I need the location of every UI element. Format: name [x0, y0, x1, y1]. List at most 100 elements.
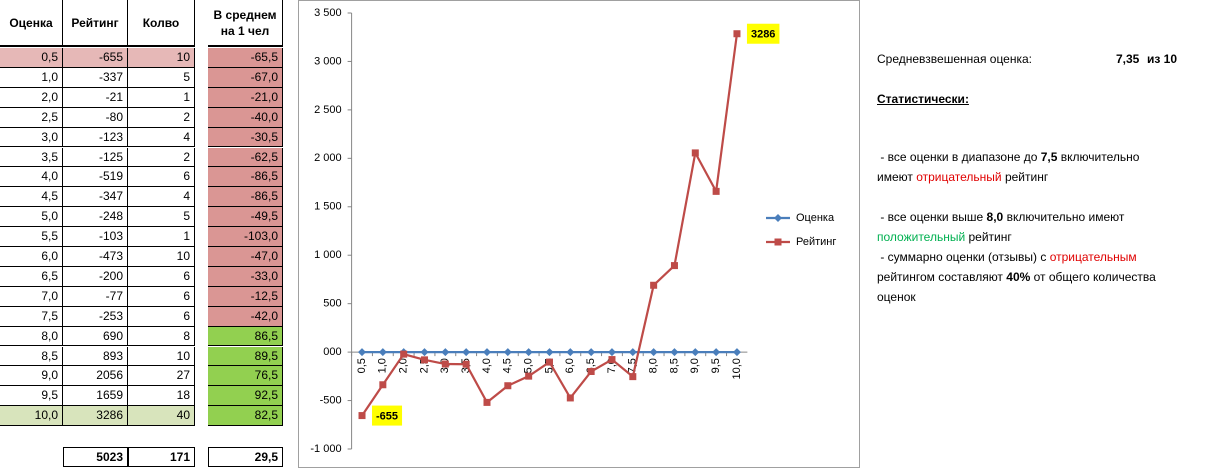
x-tick-label: 4,5	[502, 358, 514, 373]
data-label: 3286	[746, 23, 780, 44]
table-cell: 1,0	[0, 67, 63, 88]
table-cell: 6,5	[0, 266, 63, 287]
text: 8,0	[986, 210, 1004, 224]
legend-marker	[774, 214, 782, 222]
point	[649, 348, 658, 357]
y-tick-label: 2 500	[314, 104, 342, 116]
table-cell: 10,0	[0, 406, 63, 427]
table-cell: -33,0	[208, 266, 283, 287]
point	[545, 348, 554, 357]
table-cell: -519	[63, 167, 128, 188]
table-cell: -473	[63, 247, 128, 267]
data-label-text: -655	[376, 410, 398, 422]
table-cell: 2	[128, 147, 195, 168]
point	[691, 348, 700, 357]
table-cell: 5,5	[0, 227, 63, 247]
y-tick-label: 000	[323, 346, 341, 358]
table-cell: 4,0	[0, 167, 63, 188]
x-tick-label: 9,5	[710, 358, 722, 373]
point	[650, 281, 658, 289]
table-cell: -47,0	[208, 247, 283, 267]
y-tick-label: 1 500	[314, 201, 342, 213]
column-header: Оценка	[0, 0, 63, 47]
table-cell: 9,5	[0, 386, 63, 407]
summary-label: Средневзвешенная оценка:	[877, 52, 1033, 66]
point	[462, 360, 470, 368]
column-header: Колво	[128, 0, 195, 47]
text: от общего количества	[1030, 270, 1156, 284]
table-cell: -21	[63, 87, 128, 108]
table-cell: -103	[63, 227, 128, 247]
text: отрицательный	[916, 170, 1002, 184]
table-cell: 5	[128, 67, 195, 88]
x-tick-label: 8,0	[648, 358, 660, 373]
note-line: - все оценки в диапазоне до 7,5 включите…	[877, 150, 1139, 164]
table-cell: 4,5	[0, 187, 63, 208]
table-cell: 1659	[63, 386, 128, 407]
table-cell: -30,5	[208, 127, 283, 148]
table-cell: 89,5	[208, 346, 283, 367]
text: рейтинг	[965, 230, 1012, 244]
total-cell: 29,5	[208, 447, 283, 467]
table-cell: 4	[128, 187, 195, 208]
heading: Статистически:	[877, 92, 969, 106]
point	[587, 348, 596, 357]
point	[524, 348, 533, 357]
data-label-text: 3286	[751, 29, 775, 41]
note-line: положительный рейтинг	[877, 230, 1012, 244]
point	[525, 372, 533, 380]
point	[504, 382, 512, 390]
point	[628, 348, 637, 357]
point	[670, 348, 679, 357]
point	[421, 356, 429, 364]
point	[733, 30, 741, 38]
data-label: -655	[372, 405, 403, 426]
table-cell: 10	[128, 247, 195, 267]
table-cell: -86,5	[208, 187, 283, 208]
table-cell: 18	[128, 386, 195, 407]
point	[358, 348, 367, 357]
point	[545, 358, 553, 366]
table-cell: -49,5	[208, 207, 283, 228]
table-cell: 5	[128, 207, 195, 228]
point	[670, 262, 678, 270]
point	[566, 348, 575, 357]
table-cell: -77	[63, 286, 128, 307]
table-cell: 2,0	[0, 87, 63, 108]
x-tick-label: 0,5	[356, 358, 368, 373]
table-cell: -248	[63, 207, 128, 228]
point	[378, 348, 387, 357]
table-cell: 6	[128, 306, 195, 327]
table-cell: -40,0	[208, 107, 283, 128]
text: имеют	[877, 170, 917, 184]
point	[420, 348, 429, 357]
point	[732, 348, 741, 357]
table-cell: 2,5	[0, 107, 63, 128]
table-cell: 0,5	[0, 48, 63, 68]
point	[712, 348, 721, 357]
point	[566, 394, 574, 402]
table-cell: -125	[63, 147, 128, 168]
table-cell: -655	[63, 48, 128, 68]
table-cell: 7,0	[0, 286, 63, 307]
point	[608, 356, 616, 364]
table-cell: 2056	[63, 366, 128, 387]
note-line: оценок	[877, 290, 916, 304]
y-tick-label: 2 000	[314, 152, 342, 164]
note-line: - суммарно оценки (отзывы) с отрицательн…	[877, 250, 1136, 264]
point	[503, 348, 512, 357]
point	[462, 348, 471, 357]
y-tick-label: 3 000	[314, 55, 342, 67]
table-cell: -21,0	[208, 87, 283, 108]
text: оценок	[877, 290, 916, 304]
summary-value: 7,35	[1116, 52, 1140, 66]
table-cell: 10	[128, 346, 195, 367]
table-cell: -253	[63, 306, 128, 327]
x-tick-label: 10,0	[731, 358, 743, 379]
data-label-box	[746, 23, 780, 44]
table-cell: 6	[128, 266, 195, 287]
point	[629, 373, 637, 381]
table-cell: -62,5	[208, 147, 283, 168]
